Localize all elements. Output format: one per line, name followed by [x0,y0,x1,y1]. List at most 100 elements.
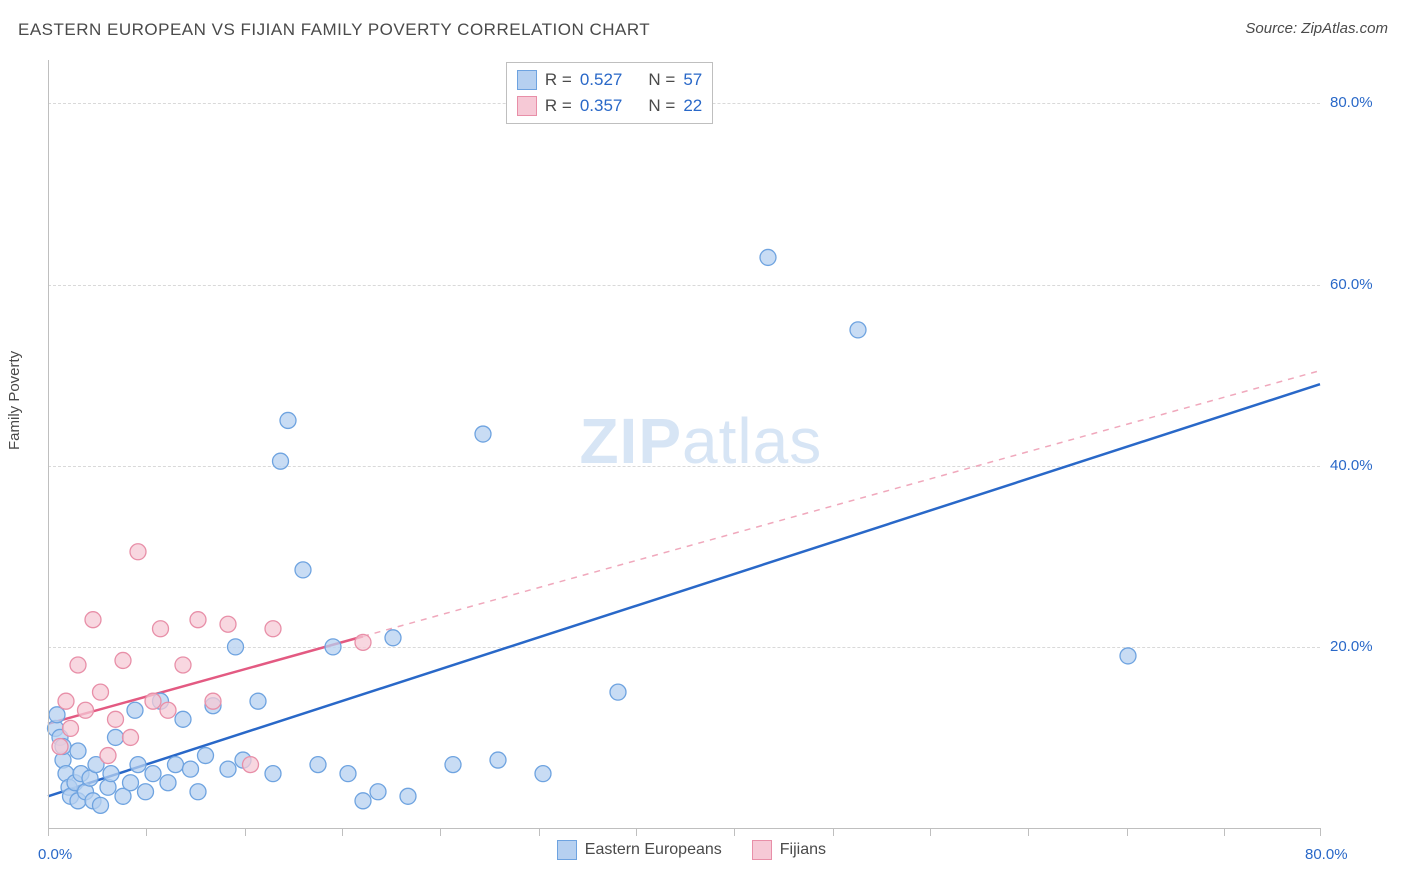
x-max-label: 80.0% [1305,846,1348,863]
data-point [220,761,236,777]
legend-n-label: N = [648,67,675,93]
data-point [1120,648,1136,664]
data-point [103,766,119,782]
data-point [93,797,109,813]
data-point [130,757,146,773]
trend-line [48,384,1320,796]
data-point [145,766,161,782]
x-tick [1028,828,1029,836]
data-point [138,784,154,800]
x-tick [539,828,540,836]
data-point [400,788,416,804]
data-point [70,743,86,759]
data-point [52,738,68,754]
legend-n-value: 57 [683,67,702,93]
x-tick [1127,828,1128,836]
data-point [325,639,341,655]
data-point [250,693,266,709]
data-point [610,684,626,700]
x-tick [1320,828,1321,836]
data-point [273,453,289,469]
data-point [265,621,281,637]
legend-r-label: R = [545,67,572,93]
data-point [295,562,311,578]
trend-line-extrapolated [363,371,1320,637]
data-point [78,702,94,718]
data-point [153,621,169,637]
legend-row: R = 0.527 N = 57 [517,67,702,93]
legend-swatch [517,70,537,90]
data-point [205,693,221,709]
data-point [198,748,214,764]
data-point [130,544,146,560]
series-legend-item: Eastern Europeans [557,840,722,860]
data-point [108,729,124,745]
data-point [160,775,176,791]
data-point [183,761,199,777]
legend-r-label: R = [545,93,572,119]
x-tick [48,828,49,836]
data-point [243,757,259,773]
data-point [355,793,371,809]
x-tick [734,828,735,836]
y-axis-line [48,60,49,828]
data-point [385,630,401,646]
correlation-legend: R = 0.527 N = 57 R = 0.357 N = 22 [506,62,713,124]
data-point [70,657,86,673]
data-point [535,766,551,782]
data-point [63,720,79,736]
data-point [160,702,176,718]
series-legend-item: Fijians [752,840,826,860]
data-point [190,612,206,628]
data-point [49,707,65,723]
legend-swatch [517,96,537,116]
data-point [175,711,191,727]
x-tick [930,828,931,836]
legend-swatch [752,840,772,860]
chart-container: EASTERN EUROPEAN VS FIJIAN FAMILY POVERT… [0,0,1406,892]
scatter-plot [0,0,1406,892]
data-point [850,322,866,338]
data-point [123,729,139,745]
x-tick [146,828,147,836]
series-name: Fijians [780,841,826,859]
data-point [85,612,101,628]
data-point [310,757,326,773]
x-tick [245,828,246,836]
data-point [370,784,386,800]
data-point [760,249,776,265]
data-point [355,634,371,650]
legend-n-value: 22 [683,93,702,119]
data-point [280,412,296,428]
x-tick [636,828,637,836]
data-point [168,757,184,773]
data-point [145,693,161,709]
legend-r-value: 0.527 [580,67,623,93]
data-point [220,616,236,632]
legend-swatch [557,840,577,860]
x-axis-line [48,828,1320,829]
x-tick [1224,828,1225,836]
data-point [127,702,143,718]
data-point [93,684,109,700]
data-point [475,426,491,442]
data-point [108,711,124,727]
data-point [58,693,74,709]
series-name: Eastern Europeans [585,841,722,859]
data-point [265,766,281,782]
x-tick [833,828,834,836]
data-point [445,757,461,773]
data-point [115,652,131,668]
data-point [100,748,116,764]
data-point [190,784,206,800]
x-tick [342,828,343,836]
data-point [228,639,244,655]
x-tick [440,828,441,836]
x-origin-label: 0.0% [38,846,72,863]
legend-r-value: 0.357 [580,93,623,119]
series-legend: Eastern Europeans Fijians [557,840,826,860]
data-point [340,766,356,782]
legend-n-label: N = [648,93,675,119]
data-point [123,775,139,791]
data-point [175,657,191,673]
